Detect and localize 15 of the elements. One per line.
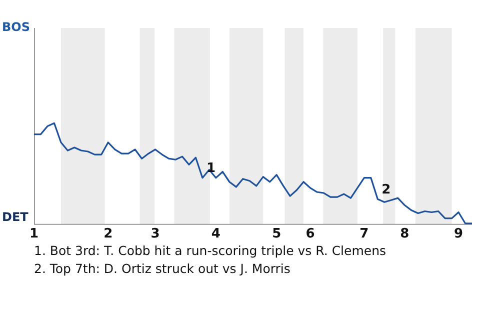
annotation: 1 [206,161,216,176]
x-tick-label: 8 [400,226,410,242]
x-tick-label: 9 [454,226,464,242]
annotation: 2 [382,182,391,198]
text: 2. Top 7th: D. Ortiz struck out vs J. Morris [34,260,292,278]
x-tick-label: 3 [150,226,160,242]
x-tick-label: 7 [360,226,369,242]
text: 1. Bot 3rd: T. Cobb hit a run-scoring triple vs R. Clemens [34,242,386,260]
x-tick-label: 6 [306,226,315,242]
x-tick-label: 1 [29,226,39,242]
x-tick-label: 5 [272,226,282,242]
x-tick-label: 4 [211,226,220,242]
x-tick-label: 2 [104,226,113,242]
text: DET [2,210,28,224]
text: BOS [2,20,30,34]
